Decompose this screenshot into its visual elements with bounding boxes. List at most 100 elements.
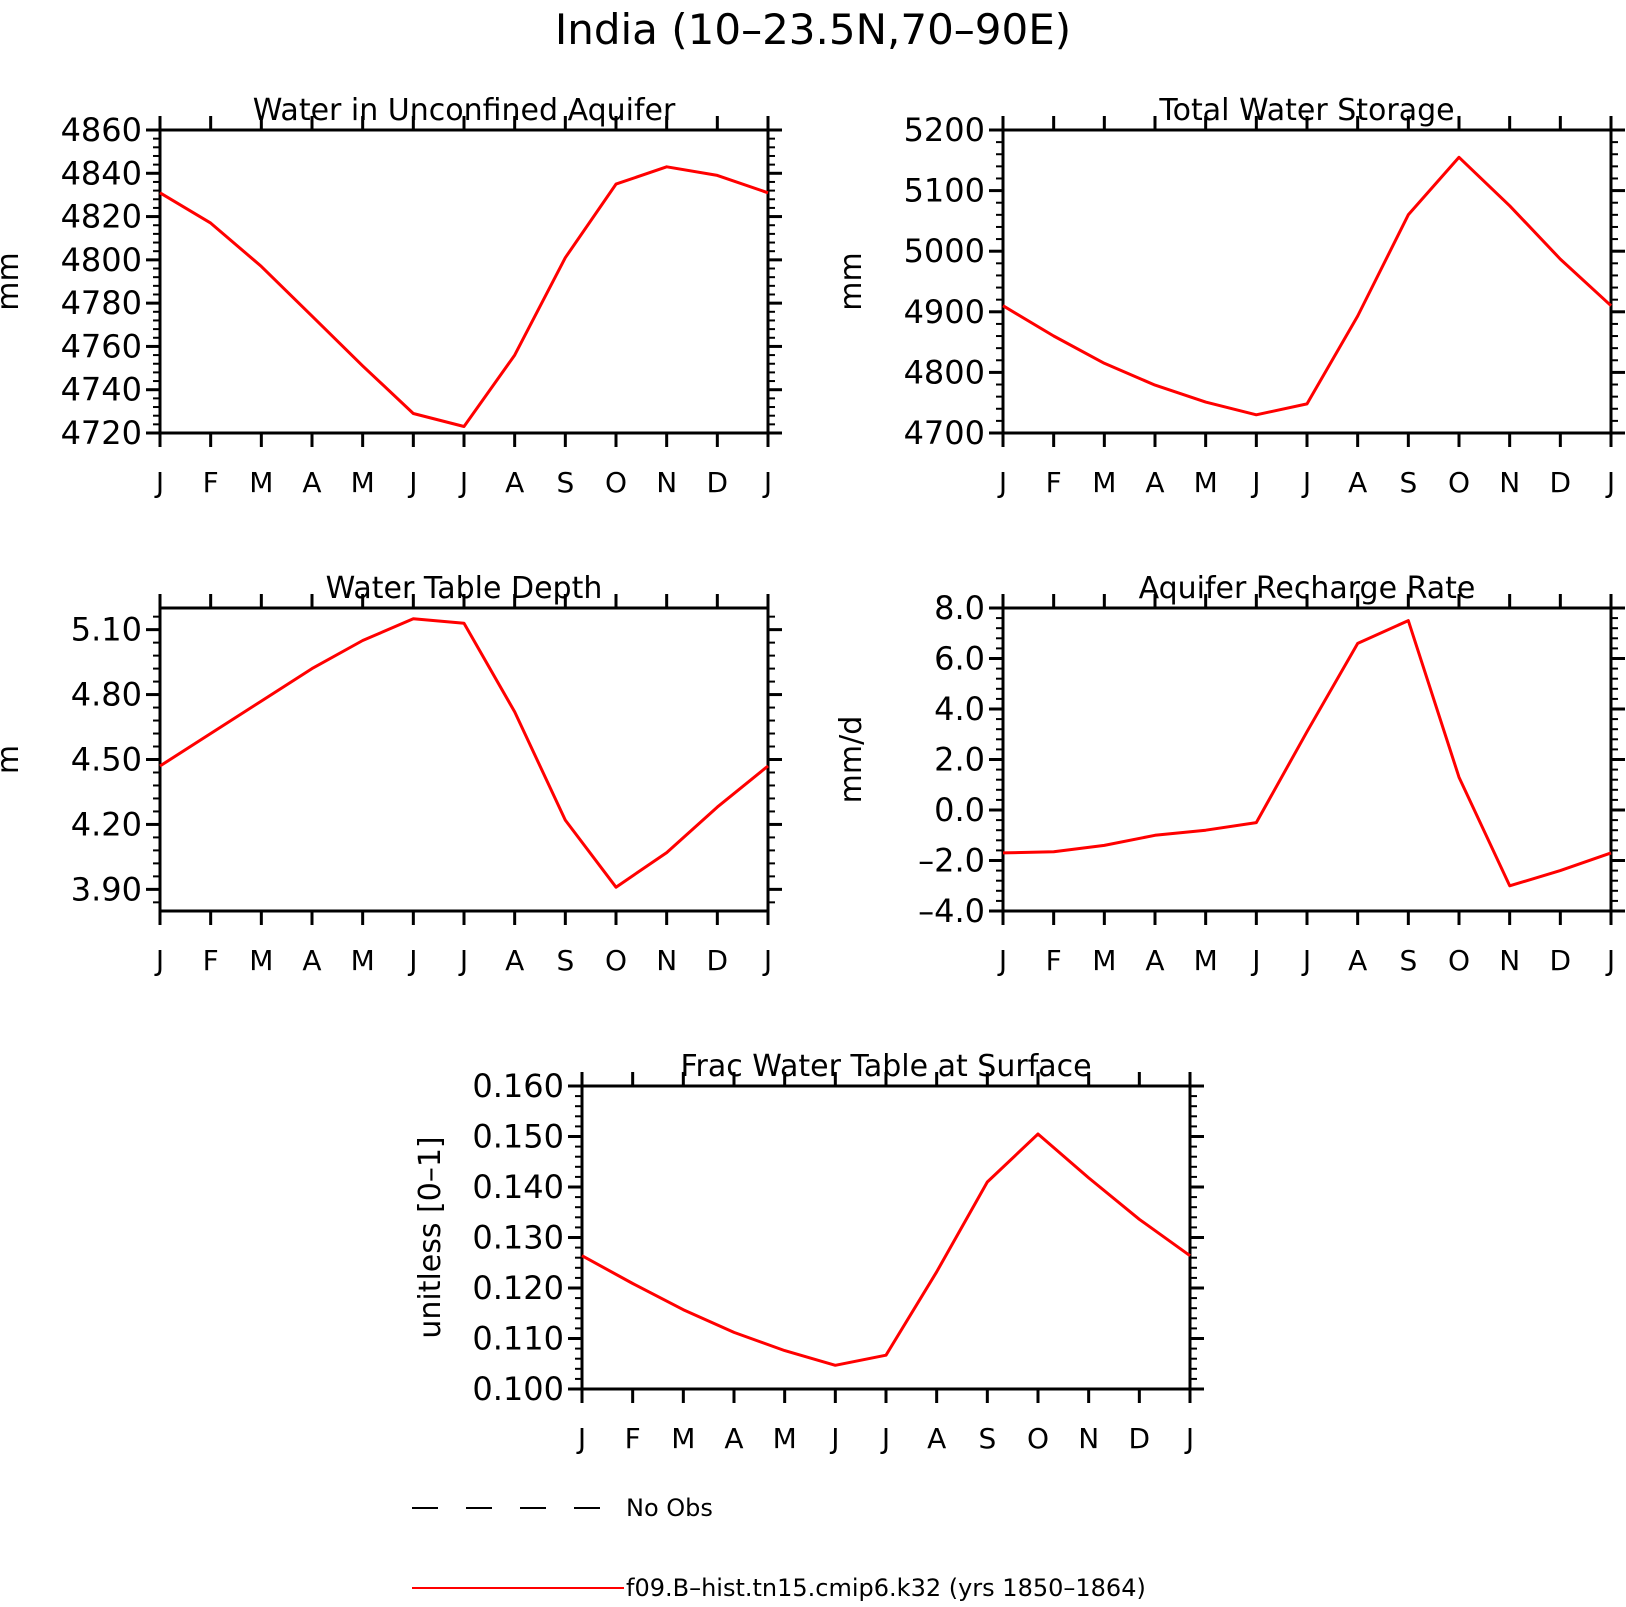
x-tick-label: S: [1399, 944, 1417, 977]
x-tick-label: J: [407, 944, 417, 977]
plot-frame: [1001, 606, 1613, 913]
y-tick-label: 0.0: [934, 791, 985, 829]
x-tick-label: O: [1448, 466, 1470, 499]
x-tick-label: J: [1605, 944, 1615, 977]
x-tick-label: M: [1092, 466, 1116, 499]
x-tick-label: S: [556, 466, 574, 499]
x-tick-label: J: [1605, 466, 1615, 499]
x-tick-label: A: [505, 944, 524, 977]
series-line: [159, 165, 769, 428]
x-tick-label: O: [1448, 944, 1470, 977]
x-tick-label: J: [154, 466, 164, 499]
y-axis-label: mm/d: [834, 716, 869, 804]
x-tick-label: M: [351, 466, 375, 499]
y-tick-label: 4.50: [71, 741, 142, 779]
series-line: [1002, 155, 1613, 417]
x-tick-label: M: [1092, 944, 1116, 977]
x-tick-label: A: [302, 466, 321, 499]
x-tick-label: M: [773, 1422, 797, 1455]
y-tick-label: 5.10: [71, 611, 142, 649]
y-tick-label: 4.80: [71, 676, 142, 714]
x-tick-label: J: [1184, 1422, 1194, 1455]
x-tick-label: S: [1399, 466, 1417, 499]
y-axis-label: unitless [0–1]: [413, 1136, 448, 1338]
y-tick-label: 0.140: [472, 1168, 564, 1206]
y-tick-label: 0.110: [472, 1320, 564, 1358]
x-tick-label: J: [1250, 466, 1260, 499]
x-tick-label: N: [1499, 466, 1520, 499]
y-tick-label: 4780: [61, 284, 142, 322]
y-tick-label: 5000: [904, 232, 985, 270]
x-tick-label: J: [997, 466, 1007, 499]
x-tick-label: F: [203, 944, 219, 977]
x-tick-label: F: [1046, 944, 1062, 977]
x-tick-label: D: [1129, 1422, 1151, 1455]
y-tick-label: 5200: [904, 111, 985, 149]
y-tick-label: 4760: [61, 327, 142, 365]
x-tick-label: D: [1550, 466, 1572, 499]
x-tick-label: M: [351, 944, 375, 977]
y-tick-label: 0.150: [472, 1118, 564, 1156]
plot-frame: [580, 1084, 1192, 1391]
series-line: [581, 1132, 1191, 1367]
x-tick-label: A: [1145, 466, 1164, 499]
y-tick-label: 4820: [61, 198, 142, 236]
x-tick-label: A: [927, 1422, 946, 1455]
x-tick-label: A: [1348, 944, 1367, 977]
y-tick-label: –2.0: [918, 842, 985, 880]
x-tick-label: J: [407, 466, 417, 499]
y-tick-label: 0.130: [472, 1219, 564, 1257]
x-tick-label: M: [249, 466, 273, 499]
y-tick-label: 4720: [61, 414, 142, 452]
x-tick-label: F: [625, 1422, 641, 1455]
x-tick-label: N: [1078, 1422, 1099, 1455]
legend: No Obs f09.B–hist.tn15.cmip6.k32 (yrs 18…: [412, 1494, 1146, 1602]
x-tick-label: O: [605, 944, 627, 977]
x-tick-label: J: [576, 1422, 586, 1455]
x-tick-label: A: [302, 944, 321, 977]
y-tick-label: 4860: [61, 111, 142, 149]
x-tick-label: F: [1046, 466, 1062, 499]
y-axis-label: mm: [0, 252, 26, 310]
x-tick-label: D: [1550, 944, 1572, 977]
x-tick-label: J: [829, 1422, 839, 1455]
x-tick-label: J: [880, 1422, 890, 1455]
x-tick-label: N: [656, 466, 677, 499]
plot-frame: [158, 128, 770, 435]
x-tick-label: A: [724, 1422, 743, 1455]
x-tick-label: J: [458, 944, 468, 977]
y-tick-label: 4900: [904, 293, 985, 331]
legend-model-label: f09.B–hist.tn15.cmip6.k32 (yrs 1850–1864…: [626, 1574, 1146, 1602]
x-tick-label: J: [1301, 944, 1311, 977]
x-tick-label: A: [505, 466, 524, 499]
x-tick-label: A: [1348, 466, 1367, 499]
y-tick-label: 4800: [904, 353, 985, 391]
y-tick-label: 6.0: [934, 640, 985, 678]
x-tick-label: A: [1145, 944, 1164, 977]
x-tick-label: J: [1301, 466, 1311, 499]
x-tick-label: D: [707, 944, 729, 977]
legend-no-obs-label: No Obs: [626, 1494, 713, 1522]
x-tick-label: J: [154, 944, 164, 977]
x-tick-label: F: [203, 466, 219, 499]
x-tick-label: N: [1499, 944, 1520, 977]
x-tick-label: M: [671, 1422, 695, 1455]
y-tick-label: 3.90: [71, 870, 142, 908]
series-line: [159, 617, 769, 889]
y-tick-label: 4.20: [71, 805, 142, 843]
y-tick-label: 2.0: [934, 741, 985, 779]
y-tick-label: 4700: [904, 414, 985, 452]
y-tick-label: –4.0: [918, 892, 985, 930]
y-tick-label: 4.0: [934, 690, 985, 728]
y-axis-label: m: [0, 745, 26, 774]
y-tick-label: 0.160: [472, 1067, 564, 1105]
y-tick-label: 4800: [61, 241, 142, 279]
plot-frame: [158, 606, 770, 913]
y-tick-label: 4840: [61, 154, 142, 192]
y-axis-label: mm: [834, 252, 869, 310]
x-tick-label: J: [762, 944, 772, 977]
y-tick-label: 0.120: [472, 1269, 564, 1307]
